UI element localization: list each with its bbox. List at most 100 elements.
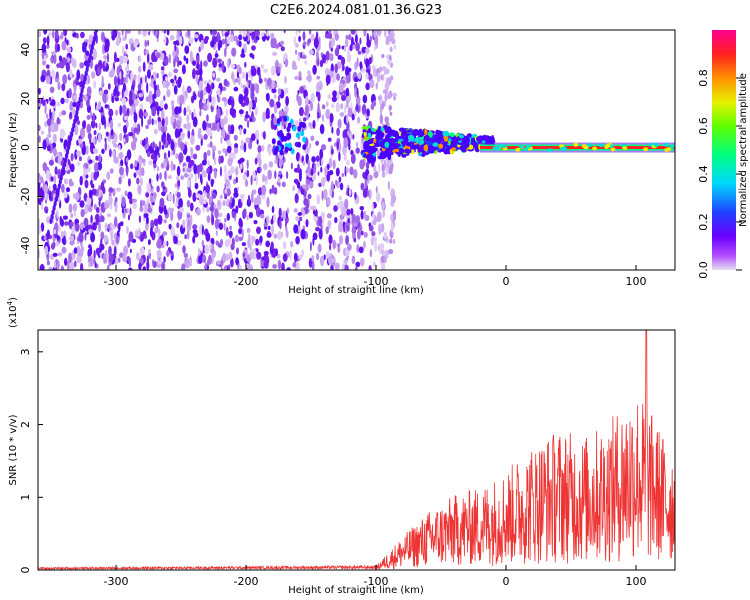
spectrogram-noise-cell bbox=[176, 32, 180, 41]
spectrogram-noise-cell bbox=[192, 68, 196, 80]
spectrogram-noise-cell bbox=[92, 222, 97, 231]
spectrogram-plot-area bbox=[38, 30, 675, 270]
spectrogram-noise-cell bbox=[188, 173, 194, 180]
spectrogram-noise-cell bbox=[45, 75, 51, 85]
spectrogram-noise-cell bbox=[218, 222, 224, 230]
spectrogram-noise-cell bbox=[312, 64, 317, 75]
spectrogram-noise-cell bbox=[98, 221, 101, 233]
spectrogram-noise-cell bbox=[306, 166, 312, 173]
spectrogram-noise-cell bbox=[357, 116, 361, 124]
spectrogram-noise-cell bbox=[130, 163, 134, 170]
spectrogram-noise-cell bbox=[142, 30, 147, 37]
spectrogram-noise-cell bbox=[369, 79, 375, 89]
spectrogram-noise-cell bbox=[303, 117, 306, 122]
spectrogram-noise-cell bbox=[274, 158, 278, 164]
spectrogram-noise-cell bbox=[273, 103, 278, 114]
spectrogram-noise-cell bbox=[297, 90, 300, 95]
spectrogram-noise-cell bbox=[291, 60, 297, 70]
spectrogram-noise-cell bbox=[203, 60, 208, 67]
spectrogram-noise-cell bbox=[321, 176, 326, 187]
spectrogram-band-cell bbox=[367, 132, 372, 139]
spectrogram-noise-cell bbox=[182, 219, 186, 229]
spectrogram-noise-cell bbox=[301, 249, 305, 256]
spectrogram-noise-cell bbox=[157, 84, 160, 91]
spectrogram-noise-cell bbox=[286, 207, 289, 215]
spectrogram-band-cell bbox=[379, 142, 384, 146]
spectrogram-noise-cell bbox=[365, 47, 370, 55]
spectrogram-noise-cell bbox=[338, 151, 341, 162]
spectrogram-noise-cell bbox=[98, 122, 101, 131]
spectrogram-noise-cell bbox=[299, 216, 303, 222]
spectrogram-noise-cell bbox=[160, 109, 165, 120]
spectrogram-noise-cell bbox=[383, 67, 387, 76]
spectrogram-noise-cell bbox=[239, 219, 243, 229]
spectrogram-noise-cell bbox=[92, 258, 96, 264]
spectrogram-noise-cell bbox=[114, 197, 118, 202]
spectrogram-noise-cell bbox=[354, 191, 357, 200]
spectrogram-noise-cell bbox=[221, 97, 227, 102]
spectrogram-noise-cell bbox=[275, 248, 278, 257]
spectrogram-noise-cell bbox=[365, 82, 370, 91]
spectrogram-noise-cell bbox=[59, 128, 65, 139]
spectrogram-noise-cell bbox=[385, 165, 388, 176]
spectrogram-band-cell bbox=[287, 133, 292, 140]
spectrogram-noise-cell bbox=[346, 67, 352, 73]
spectrogram-noise-cell bbox=[316, 194, 321, 205]
spectrogram-noise-cell bbox=[217, 200, 220, 206]
spectrogram-noise-cell bbox=[155, 52, 161, 59]
spectrogram-noise-cell bbox=[133, 41, 138, 48]
spectrogram-noise-cell bbox=[70, 153, 74, 162]
spectrogram-noise-cell bbox=[261, 184, 267, 196]
spectrogram-noise-cell bbox=[334, 217, 338, 224]
spectrogram-noise-cell bbox=[270, 32, 275, 40]
spectrogram-noise-cell bbox=[114, 133, 118, 143]
spectrogram-noise-cell bbox=[104, 203, 109, 210]
spectrogram-noise-cell bbox=[207, 259, 210, 267]
spectrogram-noise-cell bbox=[246, 263, 250, 269]
spectrogram-noise-cell bbox=[131, 93, 137, 101]
spectrogram-noise-cell bbox=[104, 60, 107, 67]
spectrogram-noise-cell bbox=[337, 118, 342, 129]
spectrogram-noise-cell bbox=[145, 192, 150, 198]
spectrogram-noise-cell bbox=[122, 97, 127, 105]
spectrogram-noise-cell bbox=[227, 124, 231, 133]
spectrogram-noise-cell bbox=[164, 103, 168, 110]
spectrogram-noise-cell bbox=[79, 175, 83, 186]
spectrogram-noise-cell bbox=[83, 217, 89, 227]
spectrogram-noise-cell bbox=[130, 71, 134, 81]
spectrogram-noise-cell bbox=[254, 106, 258, 116]
spectrogram-noise-cell bbox=[49, 86, 55, 94]
spectrogram-noise-cell bbox=[365, 72, 369, 80]
spectrogram-noise-cell bbox=[259, 167, 262, 172]
spectrogram-noise-cell bbox=[328, 40, 332, 50]
spectrogram-noise-cell bbox=[54, 30, 59, 39]
spectrogram-noise-cell bbox=[255, 30, 260, 37]
spectrogram-noise-cell bbox=[357, 72, 362, 80]
spectrogram-noise-cell bbox=[379, 104, 383, 115]
spectrogram-noise-cell bbox=[307, 193, 312, 200]
spectrogram-noise-cell bbox=[215, 229, 218, 236]
spectrogram-noise-cell bbox=[210, 180, 214, 188]
spectrogram-noise-cell bbox=[242, 174, 247, 181]
spectrogram-noise-cell bbox=[283, 241, 287, 250]
spectrogram-noise-cell bbox=[206, 127, 212, 135]
spectrogram-noise-cell bbox=[295, 216, 300, 222]
spectrogram-noise-cell bbox=[195, 68, 200, 76]
spectrogram-noise-cell bbox=[270, 119, 274, 126]
spectrogram-noise-cell bbox=[73, 95, 77, 100]
spectrogram-noise-cell bbox=[174, 56, 179, 62]
spectrogram-noise-cell bbox=[38, 218, 41, 228]
spectrogram-noise-cell bbox=[285, 229, 289, 238]
spectrogram-noise-cell bbox=[110, 231, 113, 242]
spectrogram-noise-cell bbox=[186, 167, 192, 173]
spectrogram-noise-cell bbox=[166, 249, 170, 258]
spectrogram-noise-cell bbox=[148, 160, 153, 166]
spectrogram-noise-cell bbox=[198, 255, 203, 264]
spectrogram-noise-cell bbox=[392, 210, 397, 217]
spectrogram-noise-cell bbox=[269, 98, 275, 108]
spectrogram-noise-cell bbox=[234, 78, 239, 83]
colorbar-tick-label: 0.2 bbox=[697, 213, 710, 231]
spectrogram-noise-cell bbox=[48, 266, 53, 270]
spectrogram-noise-cell bbox=[380, 223, 385, 233]
spectrogram-band-cell bbox=[384, 141, 390, 148]
